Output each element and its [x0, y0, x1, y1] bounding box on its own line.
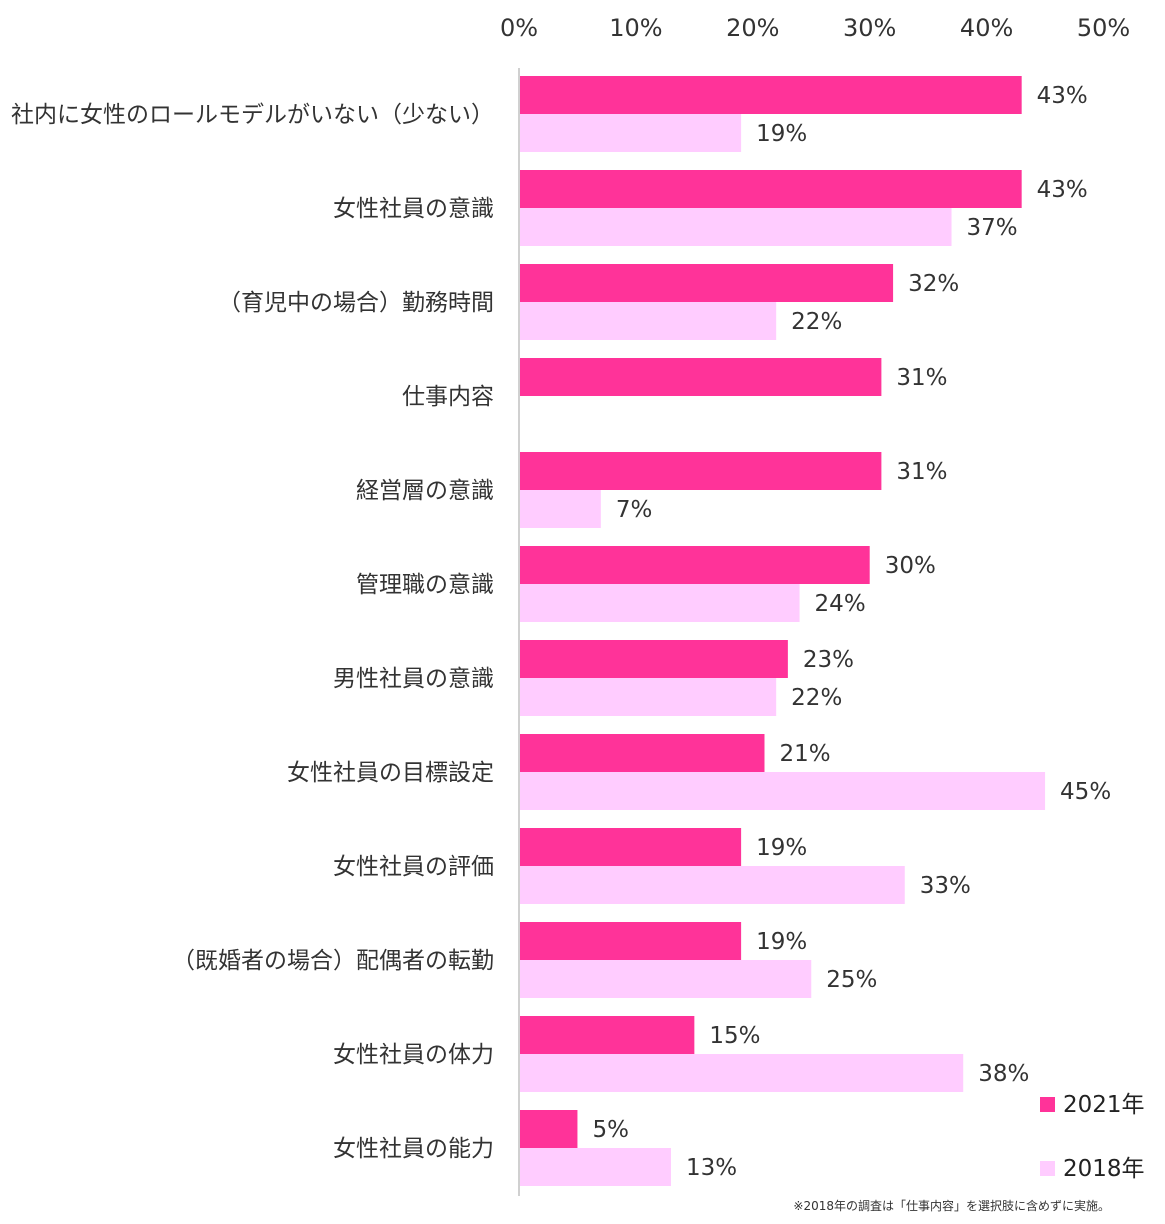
- category-label: 女性社員の評価: [333, 854, 494, 880]
- data-label: 24%: [815, 591, 866, 617]
- data-label: 23%: [803, 647, 854, 673]
- bar-2021年: [520, 1110, 578, 1148]
- bar-2021年: [520, 734, 765, 772]
- bar-2018年: [520, 866, 905, 904]
- bar-2018年: [520, 772, 1046, 810]
- data-label: 31%: [896, 459, 947, 485]
- bar-2018年: [520, 584, 800, 622]
- footnote: ※2018年の調査は「仕事内容」を選択肢に含めずに実施。: [793, 1198, 1110, 1213]
- bar-2018年: [520, 490, 601, 528]
- bar-2021年: [520, 170, 1022, 208]
- data-label: 31%: [896, 365, 947, 391]
- data-label: 43%: [1037, 177, 1088, 203]
- category-label: 女性社員の能力: [333, 1136, 494, 1162]
- x-tick-label: 20%: [726, 14, 779, 42]
- data-label: 30%: [885, 553, 936, 579]
- bar-2021年: [520, 264, 894, 302]
- category-labels: 社内に女性のロールモデルがいない（少ない） 女性社員の意識 （育児中の場合）勤務時間…: [11, 102, 494, 1162]
- bars: [520, 76, 1046, 1186]
- bar-2021年: [520, 546, 870, 584]
- data-label: 38%: [978, 1061, 1029, 1087]
- data-label: 37%: [967, 215, 1018, 241]
- data-label: 33%: [920, 873, 971, 899]
- data-label: 19%: [756, 121, 807, 147]
- data-label: 32%: [908, 271, 959, 297]
- x-tick-label: 30%: [843, 14, 896, 42]
- category-label: 社内に女性のロールモデルがいない（少ない）: [11, 102, 494, 128]
- category-label: （育児中の場合）勤務時間: [218, 290, 494, 316]
- x-tick-label: 0%: [500, 14, 538, 42]
- data-labels: 43% 19% 43% 37% 32% 22% 31% 31% 7% 30% 24% 23% 22% 21…: [592, 83, 1111, 1181]
- data-label: 22%: [791, 309, 842, 335]
- bar-2021年: [520, 452, 882, 490]
- category-label: 女性社員の体力: [333, 1042, 494, 1068]
- category-label: 管理職の意識: [356, 572, 494, 598]
- bar-2021年: [520, 922, 742, 960]
- bar-2021年: [520, 76, 1022, 114]
- bar-2018年: [520, 678, 777, 716]
- bar-2018年: [520, 1054, 964, 1092]
- data-label: 15%: [709, 1023, 760, 1049]
- legend-label: 2021年: [1063, 1092, 1145, 1118]
- bar-2021年: [520, 358, 882, 396]
- data-label: 13%: [686, 1155, 737, 1181]
- bar-2018年: [520, 302, 777, 340]
- bar-2018年: [520, 208, 952, 246]
- category-label: 女性社員の目標設定: [287, 760, 494, 786]
- data-label: 43%: [1037, 83, 1088, 109]
- x-tick-label: 40%: [960, 14, 1013, 42]
- data-label: 25%: [826, 967, 877, 993]
- bar-2021年: [520, 1016, 695, 1054]
- data-label: 21%: [779, 741, 830, 767]
- x-tick-label: 50%: [1077, 14, 1130, 42]
- legend: 2021年 2018年: [1040, 1092, 1145, 1182]
- category-label: 経営層の意識: [356, 478, 494, 504]
- category-label: 男性社員の意識: [333, 666, 494, 692]
- bar-2018年: [520, 1148, 671, 1186]
- x-tick-label: 10%: [609, 14, 662, 42]
- legend-swatch: [1040, 1161, 1055, 1176]
- bar-2018年: [520, 960, 812, 998]
- category-label: 仕事内容: [402, 384, 494, 410]
- x-axis-ticks: 0% 10% 20% 30% 40% 50%: [500, 14, 1130, 42]
- bar-2021年: [520, 640, 788, 678]
- category-label: （既婚者の場合）配偶者の転勤: [172, 948, 494, 974]
- legend-swatch: [1040, 1097, 1055, 1112]
- legend-label: 2018年: [1063, 1156, 1145, 1182]
- data-label: 7%: [616, 497, 653, 523]
- data-label: 45%: [1060, 779, 1111, 805]
- bar-2021年: [520, 828, 742, 866]
- data-label: 5%: [592, 1117, 629, 1143]
- data-label: 22%: [791, 685, 842, 711]
- data-label: 19%: [756, 929, 807, 955]
- data-label: 19%: [756, 835, 807, 861]
- category-label: 女性社員の意識: [333, 196, 494, 222]
- bar-2018年: [520, 114, 742, 152]
